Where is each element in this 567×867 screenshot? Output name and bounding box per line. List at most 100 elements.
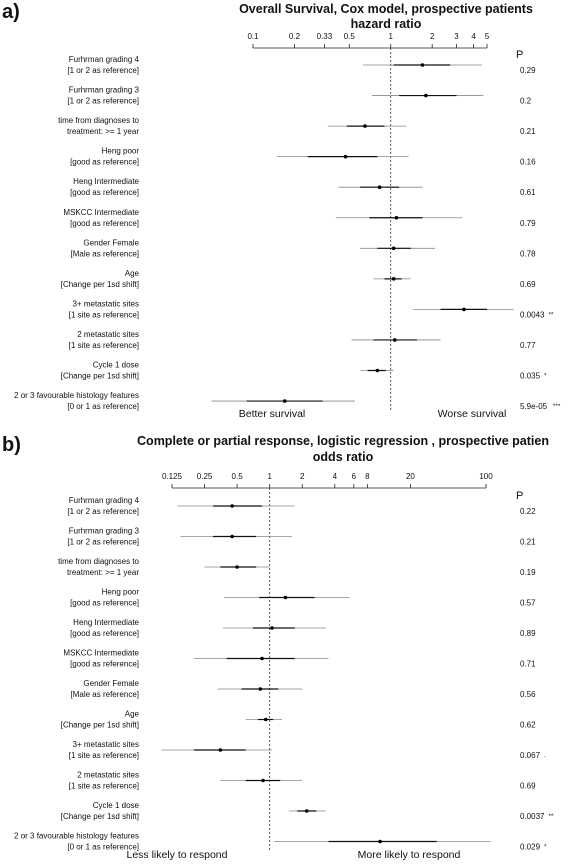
point-estimate [230,534,234,539]
row-sublabel: [0 or 1 as reference] [67,402,139,411]
row-label: 3+ metastatic sites [73,740,139,749]
row-sublabel: [Male as reference] [71,690,139,699]
p-value: 0.21 [520,538,536,547]
x-tick-label: 2 [430,32,435,41]
row-sublabel: [1 or 2 as reference] [67,507,139,516]
row-sublabel: [good as reference] [70,599,139,608]
x-tick-label: 100 [479,472,493,481]
panel-label: b) [2,434,21,456]
point-estimate [375,368,380,373]
row-sublabel: [Change per 1sd shift] [61,280,139,289]
row-sublabel: [Change per 1sd shift] [61,721,139,730]
row-label: Furhrman grading 3 [69,86,140,95]
point-estimate [235,565,239,569]
chart-subtitle: hazard ratio [351,17,422,31]
p-value: 0.71 [520,660,536,669]
p-value: 5.9e-05 [520,402,548,411]
row-label: 3+ metastatic sites [73,299,139,308]
row-sublabel: [1 or 2 as reference] [67,538,139,547]
p-value: 0.61 [520,188,536,197]
point-estimate [343,154,348,159]
x-tick-label: 0.5 [344,32,356,41]
x-tick-label: 0.5 [232,472,244,481]
x-tick-label: 0.2 [289,32,301,41]
x-tick-label: 4 [471,32,476,41]
point-estimate [261,778,265,783]
x-tick-label: 4 [333,472,338,481]
chart-title: Overall Survival, Cox model, prospective… [239,2,533,16]
significance-mark: *** [553,403,561,410]
significance-mark: * [544,844,547,851]
p-value: 0.79 [520,219,536,228]
row-label: Furhrman grading 4 [69,55,140,64]
point-estimate [424,93,428,98]
row-label: Age [125,710,140,719]
x-tick-label: 2 [300,472,305,481]
row-sublabel: [good as reference] [70,188,139,197]
point-estimate [378,839,382,844]
row-label: 2 or 3 favourable histology features [14,391,139,400]
row-label: MSKCC Intermediate [63,208,139,217]
point-estimate [391,277,396,281]
p-value: 0.62 [520,721,536,730]
p-value: 0.2 [520,97,532,106]
row-sublabel: [good as reference] [70,219,139,228]
x-tick-label: 1 [267,472,272,481]
p-column-header: P [516,490,523,502]
right-direction-note: More likely to respond [358,849,461,861]
x-tick-label: 1 [389,32,394,41]
x-tick-label: 8 [365,472,370,481]
p-value: 0.0043 [520,310,545,319]
row-sublabel: [Change per 1sd shift] [61,812,139,821]
x-tick-label: 20 [406,472,415,481]
p-column-header: P [516,49,523,61]
row-sublabel: [good as reference] [70,158,139,167]
row-sublabel: [0 or 1 as reference] [67,843,139,852]
p-value: 0.0037 [520,812,545,821]
right-direction-note: Worse survival [438,408,507,420]
row-sublabel: treatment: >= 1 year [67,127,139,136]
p-value: 0.29 [520,66,536,75]
row-label: time from diagnoses to [58,557,139,566]
row-sublabel: [good as reference] [70,660,139,669]
p-value: 0.69 [520,782,536,791]
row-label: Furhrman grading 3 [69,527,140,536]
p-value: 0.029 [520,843,541,852]
p-value: 0.067 [520,751,541,760]
x-tick-label: 6 [352,472,357,481]
row-label: MSKCC Intermediate [63,649,139,658]
row-label: 2 metastatic sites [77,330,139,339]
point-estimate [263,717,268,722]
left-direction-note: Less likely to respond [127,849,228,861]
row-sublabel: [1 or 2 as reference] [67,97,139,106]
point-estimate [394,215,399,220]
row-label: Heng Intermediate [73,618,139,627]
row-label: time from diagnoses to [58,116,139,125]
row-label: Cycle 1 dose [93,801,140,810]
row-sublabel: [Male as reference] [71,249,139,258]
p-value: 0.78 [520,249,536,258]
row-sublabel: [good as reference] [70,629,139,638]
point-estimate [283,595,288,600]
row-label: 2 metastatic sites [77,771,139,780]
row-sublabel: [1 or 2 as reference] [67,66,139,75]
significance-mark: * [544,373,547,380]
row-sublabel: [1 site as reference] [69,782,139,791]
point-estimate [377,185,382,189]
point-estimate [282,399,287,403]
row-sublabel: [1 site as reference] [69,341,139,350]
row-label: Heng poor [102,588,140,597]
p-value: 0.21 [520,127,536,136]
point-estimate [304,809,309,813]
x-tick-label: 0.25 [197,472,213,481]
p-value: 0.69 [520,280,536,289]
point-estimate [392,338,397,342]
point-estimate [391,246,396,251]
p-value: 0.89 [520,629,536,638]
p-value: 0.22 [520,507,536,516]
significance-mark: ** [548,311,554,318]
point-estimate [420,63,425,67]
p-value: 0.77 [520,341,536,350]
point-estimate [270,626,274,630]
